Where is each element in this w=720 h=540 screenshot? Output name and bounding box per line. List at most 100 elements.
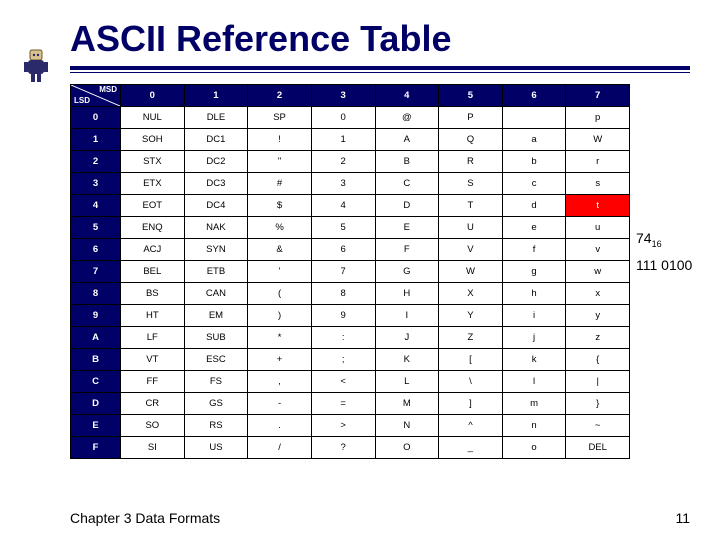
table-cell: ] (439, 393, 503, 415)
table-cell: & (248, 239, 312, 261)
table-cell: ACJ (121, 239, 185, 261)
title-underline (70, 66, 690, 74)
table-cell: G (375, 261, 439, 283)
row-header: 6 (71, 239, 121, 261)
table-cell: - (248, 393, 312, 415)
mascot-icon (18, 46, 54, 86)
table-cell: . (248, 415, 312, 437)
table-cell: \ (439, 371, 503, 393)
table-cell: ! (248, 129, 312, 151)
table-cell: g (502, 261, 566, 283)
table-cell: k (502, 349, 566, 371)
table-cell: ETX (121, 173, 185, 195)
table-cell: CR (121, 393, 185, 415)
table-cell: F (375, 239, 439, 261)
row-header: 2 (71, 151, 121, 173)
table-cell: P (439, 107, 503, 129)
table-row: 9HTEM)9IYiy (71, 305, 630, 327)
table-cell: EM (184, 305, 248, 327)
col-header: 7 (566, 85, 630, 107)
table-cell: = (311, 393, 375, 415)
hex-value: 74 (636, 230, 652, 246)
table-cell: m (502, 393, 566, 415)
table-cell: SYN (184, 239, 248, 261)
page-title: ASCII Reference Table (70, 18, 690, 60)
table-cell: BS (121, 283, 185, 305)
table-cell: x (566, 283, 630, 305)
table-row: 7BELETB'7GWgw (71, 261, 630, 283)
table-cell: L (375, 371, 439, 393)
table-cell: 5 (311, 217, 375, 239)
table-cell: DEL (566, 437, 630, 459)
table-cell: B (375, 151, 439, 173)
table-row: 5ENQNAK%5EUeu (71, 217, 630, 239)
row-header: 1 (71, 129, 121, 151)
ascii-table-wrap: MSD LSD 0 1 2 3 4 5 6 7 0NULDLESP0@Pp1SO… (70, 84, 630, 459)
table-cell: K (375, 349, 439, 371)
table-cell: n (502, 415, 566, 437)
corner-msd: MSD (99, 86, 117, 94)
row-header: F (71, 437, 121, 459)
table-cell: HT (121, 305, 185, 327)
annotation-hex: 7416 (636, 230, 692, 249)
table-row: FSIUS/?O_oDEL (71, 437, 630, 459)
table-cell: / (248, 437, 312, 459)
table-cell: Z (439, 327, 503, 349)
row-header: 5 (71, 217, 121, 239)
table-cell: T (439, 195, 503, 217)
table-cell: NUL (121, 107, 185, 129)
table-cell: e (502, 217, 566, 239)
table-cell: DC1 (184, 129, 248, 151)
table-row: 8BSCAN(8HXhx (71, 283, 630, 305)
table-cell: : (311, 327, 375, 349)
table-row: 6ACJSYN&6FVfv (71, 239, 630, 261)
row-header: E (71, 415, 121, 437)
table-cell: VT (121, 349, 185, 371)
table-cell: 2 (311, 151, 375, 173)
table-cell: ? (311, 437, 375, 459)
annotations: 7416 111 0100 (636, 230, 692, 273)
table-row: 1SOHDC1!1AQaW (71, 129, 630, 151)
table-cell: R (439, 151, 503, 173)
row-header: 3 (71, 173, 121, 195)
table-cell: v (566, 239, 630, 261)
table-cell: 7 (311, 261, 375, 283)
table-cell: 0 (311, 107, 375, 129)
table-row: 3ETXDC3#3CScs (71, 173, 630, 195)
table-cell: Q (439, 129, 503, 151)
table-cell: l (502, 371, 566, 393)
table-cell: ' (248, 261, 312, 283)
table-cell: Y (439, 305, 503, 327)
table-cell: b (502, 151, 566, 173)
table-cell: $ (248, 195, 312, 217)
hex-base: 16 (652, 239, 662, 249)
table-cell: ESC (184, 349, 248, 371)
table-cell: LF (121, 327, 185, 349)
table-cell: 8 (311, 283, 375, 305)
col-header: 4 (375, 85, 439, 107)
table-cell: f (502, 239, 566, 261)
footer-text: Chapter 3 Data Formats (70, 510, 220, 526)
corner-lsd: LSD (74, 97, 90, 105)
table-corner: MSD LSD (71, 85, 121, 107)
table-cell: U (439, 217, 503, 239)
table-row: 4EOTDC4$4DTdt (71, 195, 630, 217)
table-cell: 9 (311, 305, 375, 327)
table-cell: % (248, 217, 312, 239)
table-cell: SP (248, 107, 312, 129)
table-cell: EOT (121, 195, 185, 217)
table-cell: , (248, 371, 312, 393)
table-cell: 6 (311, 239, 375, 261)
table-cell: y (566, 305, 630, 327)
table-row: ESORS.>N^n~ (71, 415, 630, 437)
table-cell: _ (439, 437, 503, 459)
table-cell: I (375, 305, 439, 327)
table-cell: ) (248, 305, 312, 327)
page-number: 11 (675, 510, 690, 526)
table-cell: DC4 (184, 195, 248, 217)
table-cell: DC3 (184, 173, 248, 195)
table-cell: E (375, 217, 439, 239)
table-cell: SUB (184, 327, 248, 349)
table-cell: * (248, 327, 312, 349)
table-cell: s (566, 173, 630, 195)
